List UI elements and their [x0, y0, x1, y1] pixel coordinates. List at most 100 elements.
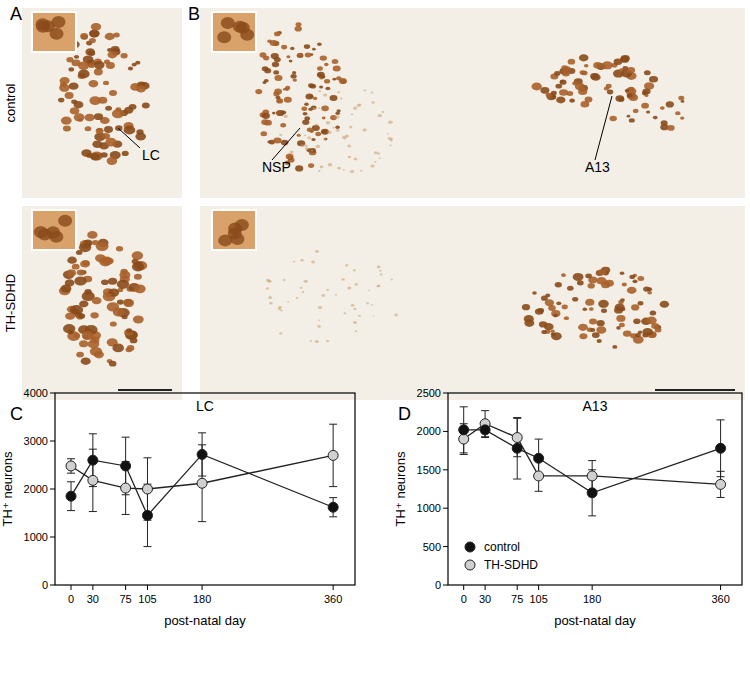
- cell: [347, 287, 351, 290]
- cell: [264, 68, 271, 73]
- cell: [364, 90, 367, 92]
- cell: [598, 300, 609, 308]
- cell: [302, 291, 304, 293]
- legend-marker: [465, 560, 475, 570]
- cell: [345, 135, 349, 138]
- cell: [81, 149, 91, 157]
- cell: [317, 43, 322, 46]
- cell: [592, 332, 600, 338]
- data-point: [587, 488, 597, 498]
- cell: [602, 61, 613, 69]
- y-tick: [50, 585, 55, 586]
- cell: [108, 278, 117, 285]
- error-cap: [122, 437, 130, 438]
- cell: [619, 323, 625, 327]
- cell: [90, 312, 98, 318]
- chart-title: A13: [583, 398, 608, 414]
- cell: [561, 273, 566, 277]
- cell: [280, 123, 286, 127]
- error-cap: [717, 419, 725, 420]
- cell: [541, 330, 547, 334]
- cell: [70, 107, 80, 114]
- cell: [266, 279, 270, 282]
- cell: [304, 116, 310, 120]
- cell: [116, 246, 123, 251]
- cell: [318, 306, 322, 309]
- cell: [95, 254, 106, 262]
- cell: [264, 120, 272, 126]
- cell: [132, 262, 144, 271]
- cell: [629, 118, 635, 122]
- cell: [260, 52, 267, 57]
- cell: [63, 125, 71, 131]
- cell: [106, 293, 112, 297]
- cell: [681, 100, 685, 103]
- cell: [312, 48, 316, 51]
- cell: [653, 116, 658, 120]
- error-cap: [143, 457, 151, 458]
- cell: [305, 147, 309, 150]
- cell: [307, 113, 309, 115]
- error-cap: [329, 516, 337, 517]
- y-tick: [443, 546, 448, 547]
- cell: [92, 141, 102, 149]
- cell: [583, 308, 588, 311]
- cell: [589, 319, 597, 325]
- cell: [638, 301, 644, 305]
- cell: [322, 294, 326, 297]
- cell: [78, 118, 83, 122]
- cell: [614, 59, 623, 65]
- cell: [67, 257, 77, 264]
- cell: [289, 60, 293, 63]
- cell: [74, 55, 79, 59]
- cell: [607, 90, 613, 95]
- x-tick: [538, 585, 539, 590]
- error-cap: [329, 486, 337, 487]
- cell: [335, 294, 337, 296]
- error-cap: [717, 476, 725, 477]
- cell: [538, 308, 544, 313]
- y-tick: [50, 441, 55, 442]
- cell: [90, 347, 102, 356]
- chart-title: LC: [196, 398, 214, 414]
- inset-cell: [235, 219, 249, 231]
- cell: [124, 107, 133, 114]
- cell: [556, 96, 565, 103]
- cell: [351, 113, 354, 115]
- cell: [69, 82, 79, 89]
- cell: [105, 138, 116, 147]
- cell: [593, 62, 602, 68]
- annotation: NSP: [262, 159, 291, 175]
- x-tick: [333, 585, 334, 590]
- cell: [79, 300, 88, 307]
- cell: [666, 101, 674, 107]
- x-tick-label: 75: [120, 593, 132, 605]
- data-point: [121, 483, 131, 493]
- cell: [532, 83, 542, 91]
- cell: [310, 148, 316, 153]
- annotation: LC: [142, 147, 160, 163]
- cell: [277, 99, 282, 102]
- panel-label: C: [10, 404, 23, 424]
- cell: [311, 150, 314, 152]
- cell: [324, 79, 330, 84]
- cell: [379, 157, 381, 159]
- row-label: control: [3, 83, 18, 122]
- cell: [370, 164, 374, 167]
- error-bar: [122, 462, 130, 515]
- cell: [142, 102, 150, 108]
- cell: [108, 51, 118, 58]
- inset-cell: [221, 17, 235, 29]
- error-cap: [67, 473, 75, 474]
- cell: [297, 53, 304, 58]
- chart: 0307510518036005001000150020002500A13pos…: [393, 387, 742, 628]
- cell: [323, 138, 326, 140]
- error-bar: [143, 458, 151, 520]
- cell: [261, 131, 268, 136]
- error-cap: [588, 460, 596, 461]
- cell: [596, 277, 606, 285]
- error-bar: [89, 449, 97, 511]
- error-bar: [717, 420, 725, 477]
- error-cap: [89, 511, 97, 512]
- cell: [585, 299, 594, 306]
